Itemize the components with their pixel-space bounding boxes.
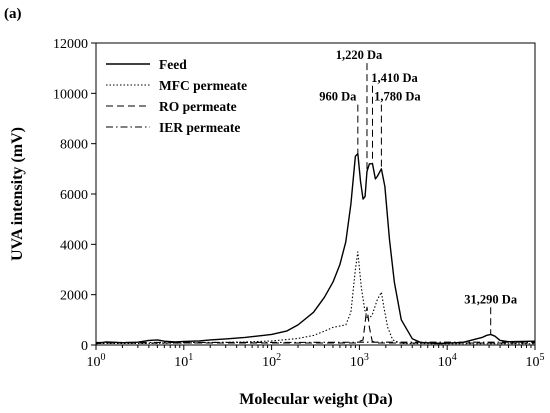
x-tick-label: 103 bbox=[350, 352, 369, 370]
annotation-label: 1,780 Da bbox=[374, 90, 421, 104]
annotation-layer: 960 Da 1,220 Da 1,410 Da 1,780 Da 31,290 Da bbox=[319, 48, 518, 335]
y-tick-label: 12000 bbox=[53, 37, 88, 52]
x-tick-exponent: 0 bbox=[101, 352, 106, 363]
annotation-label: 1,410 Da bbox=[371, 71, 418, 85]
x-tick-exponent: 5 bbox=[540, 352, 545, 363]
x-axis-label: Molecular weight (Da) bbox=[239, 391, 392, 408]
panel-label: (a) bbox=[4, 6, 22, 22]
x-tick-exponent: 4 bbox=[452, 352, 457, 363]
y-tick-label: 8000 bbox=[60, 138, 88, 153]
x-axis: 100 101 102 103 104 105 bbox=[87, 345, 545, 370]
x-tick-base: 10 bbox=[87, 355, 101, 370]
legend-label: RO permeate bbox=[159, 99, 237, 114]
annotation-label: 1,220 Da bbox=[336, 48, 383, 62]
x-tick-label: 100 bbox=[87, 352, 106, 370]
x-tick-label: 105 bbox=[526, 352, 545, 370]
legend-label: IER permeate bbox=[159, 120, 240, 135]
y-axis: 0 2000 4000 6000 8000 10000 12000 bbox=[53, 37, 96, 354]
annotation-label: 31,290 Da bbox=[464, 292, 518, 306]
x-tick-base: 10 bbox=[350, 355, 364, 370]
annotation-label: 960 Da bbox=[319, 90, 357, 104]
legend-label: Feed bbox=[159, 57, 187, 72]
x-tick-exponent: 1 bbox=[188, 352, 193, 363]
series-line-feed bbox=[95, 153, 536, 345]
x-tick-label: 101 bbox=[174, 352, 193, 370]
y-tick-label: 6000 bbox=[60, 188, 88, 203]
y-tick-label: 0 bbox=[81, 339, 88, 354]
x-tick-label: 102 bbox=[262, 352, 281, 370]
x-tick-base: 10 bbox=[262, 355, 276, 370]
y-axis-label: UVA intensity (mV) bbox=[9, 127, 26, 261]
x-tick-base: 10 bbox=[438, 355, 452, 370]
series-line-ro-permeate bbox=[96, 306, 535, 344]
x-tick-base: 10 bbox=[174, 355, 188, 370]
x-tick-label: 104 bbox=[438, 352, 457, 370]
legend: Feed MFC permeate RO permeate IER permeate bbox=[106, 57, 247, 135]
y-tick-label: 4000 bbox=[60, 238, 88, 253]
series-layer bbox=[95, 153, 536, 345]
series-line-mfc-permeate bbox=[96, 251, 535, 345]
legend-label: MFC permeate bbox=[159, 78, 247, 93]
y-tick-label: 10000 bbox=[53, 87, 88, 102]
x-tick-base: 10 bbox=[526, 355, 540, 370]
y-tick-label: 2000 bbox=[60, 289, 88, 304]
x-tick-exponent: 2 bbox=[276, 352, 281, 363]
x-tick-exponent: 3 bbox=[364, 352, 369, 363]
